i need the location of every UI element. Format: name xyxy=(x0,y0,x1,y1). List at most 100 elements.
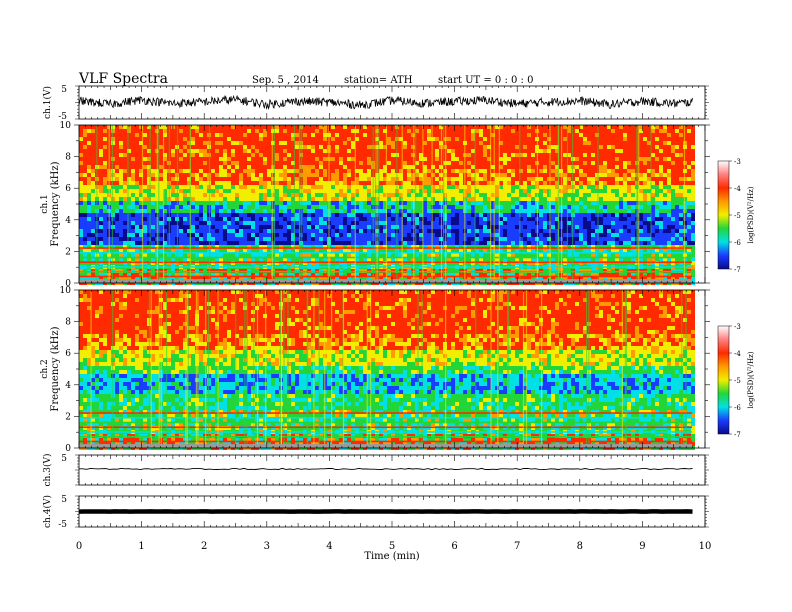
spectrogram-cell xyxy=(471,249,475,253)
spectrogram-cell xyxy=(267,173,271,177)
spectrogram-cell xyxy=(575,157,579,161)
spectrogram-cell xyxy=(183,173,187,177)
spectrogram-cell xyxy=(431,221,435,225)
spectrogram-cell xyxy=(403,201,407,205)
spectrogram-cell xyxy=(263,129,267,133)
spectrogram-cell xyxy=(203,157,207,161)
spectrogram-cell xyxy=(567,137,571,141)
spectrogram-cell xyxy=(223,193,227,197)
spectrogram-cell xyxy=(455,229,459,233)
spectrogram-cell xyxy=(403,137,407,141)
spectrogram-cell xyxy=(407,141,411,145)
spectrogram-cell xyxy=(303,169,307,173)
spectrogram-cell xyxy=(387,137,391,141)
spectrogram-cell xyxy=(123,217,127,221)
spectrogram-cell xyxy=(339,221,343,225)
spectrogram-cell xyxy=(391,185,395,189)
spectrogram-cell xyxy=(235,253,239,257)
spectrogram-cell xyxy=(499,169,503,173)
spectrogram-cell xyxy=(311,193,315,197)
spectrogram-cell xyxy=(503,217,507,221)
spectrogram-cell xyxy=(91,177,95,181)
spectrogram-cell xyxy=(147,197,151,201)
spectrogram-cell xyxy=(567,149,571,153)
spectrogram-cell xyxy=(431,245,435,249)
spectrogram-cell xyxy=(387,245,391,249)
spectrogram-cell xyxy=(267,277,271,281)
spectrogram-cell xyxy=(83,197,87,201)
spectrogram-cell xyxy=(479,241,483,245)
spectrogram-cell xyxy=(315,129,319,133)
spectrogram-cell xyxy=(99,149,103,153)
spectrogram-cell xyxy=(79,201,83,205)
spectrogram-cell xyxy=(123,277,127,281)
spectrogram-cell xyxy=(203,233,207,237)
spectrogram-cell xyxy=(147,249,151,253)
spectrogram-cell xyxy=(283,249,287,253)
spectrogram-cell xyxy=(515,209,519,213)
spectrogram-cell xyxy=(299,137,303,141)
spectrogram-cell xyxy=(355,181,359,185)
spectrogram-cell xyxy=(83,133,87,137)
spectrogram-cell xyxy=(83,173,87,177)
spectrogram-cell xyxy=(479,173,483,177)
spectrogram-cell xyxy=(379,245,383,249)
spectrogram-cell xyxy=(335,173,339,177)
spectrogram-cell xyxy=(339,181,343,185)
spectrogram-cell xyxy=(331,225,335,229)
spectrogram-cell xyxy=(119,201,123,205)
spectrogram-cell xyxy=(187,233,191,237)
spectrogram-cell xyxy=(419,205,423,209)
spectrogram-cell xyxy=(223,125,227,129)
spectrogram-cell xyxy=(143,157,147,161)
spectrogram-cell xyxy=(83,217,87,221)
spectrogram-cell xyxy=(455,141,459,145)
spectrogram-cell xyxy=(199,237,203,241)
spectrogram-cell xyxy=(359,245,363,249)
spectrogram-cell xyxy=(211,141,215,145)
spectrogram-cell xyxy=(291,205,295,209)
spectrogram-cell xyxy=(523,205,527,209)
spectrogram-cell xyxy=(503,253,507,257)
spectrogram-cell xyxy=(183,221,187,225)
spectrogram-cell xyxy=(531,257,535,261)
spectrogram-cell xyxy=(499,189,503,193)
spectrogram-cell xyxy=(135,161,139,165)
spectrogram-cell xyxy=(199,201,203,205)
spectrogram-cell xyxy=(379,237,383,241)
spectrogram-cell xyxy=(487,165,491,169)
spectrogram-cell xyxy=(487,157,491,161)
spectrogram-cell xyxy=(271,217,275,221)
spectrogram-cell xyxy=(275,161,279,165)
spectrogram-cell xyxy=(451,185,455,189)
spectrogram-cell xyxy=(255,161,259,165)
spectrogram-cell xyxy=(483,201,487,205)
spectrogram-cell xyxy=(215,185,219,189)
spectrogram-cell xyxy=(459,221,463,225)
spectrogram-cell xyxy=(127,225,131,229)
spectrogram-cell xyxy=(563,161,567,165)
spectrogram-cell xyxy=(299,221,303,225)
spectrogram-cell xyxy=(323,241,327,245)
spectrogram-cell xyxy=(471,169,475,173)
spectrogram-cell xyxy=(575,125,579,129)
spectrogram-cell xyxy=(271,141,275,145)
spectrogram-cell xyxy=(467,129,471,133)
spectrogram-cell xyxy=(551,253,555,257)
spectrogram-cell xyxy=(195,153,199,157)
spectrogram-cell xyxy=(123,209,127,213)
spectrogram-cell xyxy=(303,157,307,161)
spectrogram-cell xyxy=(223,273,227,277)
spectrogram-cell xyxy=(423,157,427,161)
spectrogram-cell xyxy=(267,161,271,165)
spectrogram-cell xyxy=(99,197,103,201)
spectrogram-cell xyxy=(503,221,507,225)
spectrogram-cell xyxy=(147,233,151,237)
spectrogram-cell xyxy=(115,249,119,253)
spectrogram-cell xyxy=(311,225,315,229)
spectrogram-cell xyxy=(427,233,431,237)
spectrogram-cell xyxy=(143,177,147,181)
spectrogram-cell xyxy=(511,229,515,233)
spectrogram-cell xyxy=(275,205,279,209)
spectrogram-cell xyxy=(359,173,363,177)
